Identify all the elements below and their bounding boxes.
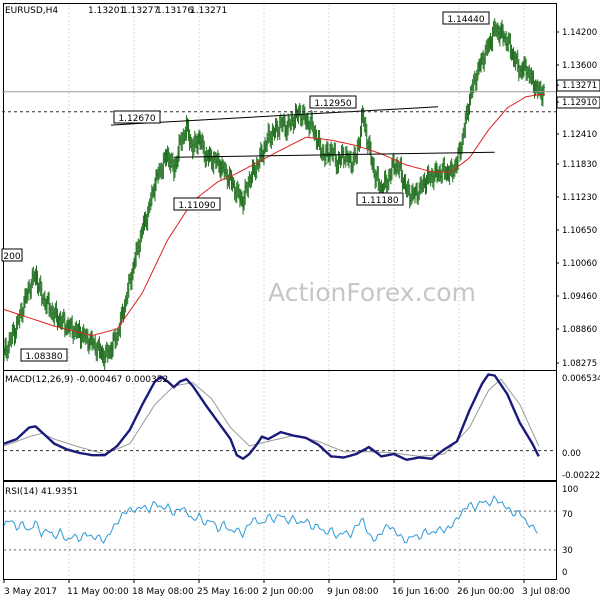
ohlc-open: 1.13201 bbox=[88, 6, 125, 16]
price-annotation: 200 bbox=[1, 248, 23, 262]
macd-pane-frame bbox=[3, 370, 557, 481]
rsi-label: RSI(14) 41.9351 bbox=[5, 487, 78, 497]
x-axis-label: 11 May 00:00 bbox=[67, 587, 129, 597]
annotation-label: 1.08380 bbox=[25, 352, 62, 362]
grid-layer bbox=[68, 4, 525, 579]
price-tick-label: 1.10650 bbox=[562, 226, 597, 236]
annotation-box bbox=[309, 95, 357, 109]
x-axis-label: 18 May 08:00 bbox=[132, 587, 194, 597]
rsi-tick-label: 0 bbox=[562, 568, 567, 578]
x-axis-label: 3 May 2017 bbox=[4, 587, 57, 597]
rsi-tick-label: 70 bbox=[562, 510, 573, 520]
x-axis-label: 25 May 16:00 bbox=[197, 587, 259, 597]
axis-labels: 1.14200 1.13600 1.13271 1.12910 1.12410 1.118… bbox=[3, 28, 600, 597]
rsi-line bbox=[3, 495, 556, 551]
price-tick-label: 1.11830 bbox=[562, 160, 597, 170]
ohlc-low: 1.13176 bbox=[156, 6, 193, 16]
annotation-label: 1.11180 bbox=[361, 196, 398, 206]
ohlc-close: 1.13271 bbox=[190, 6, 227, 16]
price-tick-label: 1.12410 bbox=[562, 130, 597, 140]
price-annotations: 1.14440 1.12950 1.12670 1.11090 1.11180 1.083… bbox=[1, 11, 490, 362]
annotation-label: 200 bbox=[3, 252, 20, 262]
price-tick-label: 1.09460 bbox=[562, 292, 597, 302]
rsi-pane-frame bbox=[3, 481, 557, 580]
annotation-label: 1.14440 bbox=[447, 15, 484, 25]
price-tick-label: 1.12910 bbox=[562, 98, 597, 108]
price-tick-label: 1.13600 bbox=[562, 61, 597, 71]
price-tick-label: 1.13271 bbox=[562, 81, 597, 91]
x-axis-label: 26 Jun 00:00 bbox=[457, 587, 514, 597]
annotation-label: 1.11090 bbox=[178, 201, 215, 211]
price-tick-label: 1.08860 bbox=[562, 325, 597, 335]
annotation-box bbox=[113, 110, 161, 124]
x-axis-label: 2 Jun 00:00 bbox=[262, 587, 314, 597]
symbol-label: EURUSD,H4 bbox=[5, 6, 58, 16]
price-annotation: 1.08380 bbox=[20, 348, 68, 362]
rsi-line bbox=[3, 495, 538, 545]
x-axis-label: 3 Jul 08:00 bbox=[522, 587, 571, 597]
annotation-box bbox=[442, 11, 490, 25]
annotation-label: 1.12950 bbox=[314, 99, 351, 109]
price-annotation: 1.11090 bbox=[173, 197, 221, 211]
price-tick-label: 1.10060 bbox=[562, 259, 597, 269]
price-tick-label: 1.08275 bbox=[562, 359, 597, 369]
annotation-box bbox=[20, 348, 68, 362]
price-tick-label: 1.11230 bbox=[562, 193, 597, 203]
macd-lines bbox=[3, 373, 556, 462]
rsi-tick-label: 100 bbox=[562, 485, 578, 495]
moving-average-line bbox=[3, 94, 545, 337]
x-axis-label: 16 Jun 16:00 bbox=[392, 587, 449, 597]
trendline bbox=[173, 151, 495, 158]
x-axis-label: 9 Jun 08:00 bbox=[327, 587, 379, 597]
macd-signal-line bbox=[3, 378, 540, 457]
watermark: ActionForex.com bbox=[268, 278, 476, 307]
price-annotation: 1.11180 bbox=[356, 192, 404, 206]
trendline bbox=[110, 106, 439, 126]
price-overlays bbox=[2, 91, 556, 337]
rsi-tick-label: 30 bbox=[562, 546, 573, 556]
price-annotation: 1.14440 bbox=[442, 11, 490, 25]
annotation-box bbox=[173, 197, 221, 211]
price-annotation: 1.12670 bbox=[113, 110, 161, 124]
macd-main-line bbox=[3, 373, 540, 462]
price-bars bbox=[3, 18, 545, 371]
annotation-label: 1.12670 bbox=[118, 114, 155, 124]
ohlc-high: 1.13277 bbox=[122, 6, 159, 16]
macd-tick-label: 0.00 bbox=[562, 449, 581, 459]
macd-tick-label: -0.002226 bbox=[562, 471, 600, 481]
price-annotation: 1.12950 bbox=[309, 95, 357, 109]
annotation-box bbox=[356, 192, 404, 206]
price-tick-label: 1.14200 bbox=[562, 28, 597, 38]
annotation-box bbox=[1, 248, 23, 262]
macd-tick-label: 0.006534 bbox=[562, 374, 600, 384]
price-bar bbox=[542, 83, 545, 97]
macd-label: MACD(12,26,9) -0.000467 0.000352 bbox=[5, 375, 168, 385]
